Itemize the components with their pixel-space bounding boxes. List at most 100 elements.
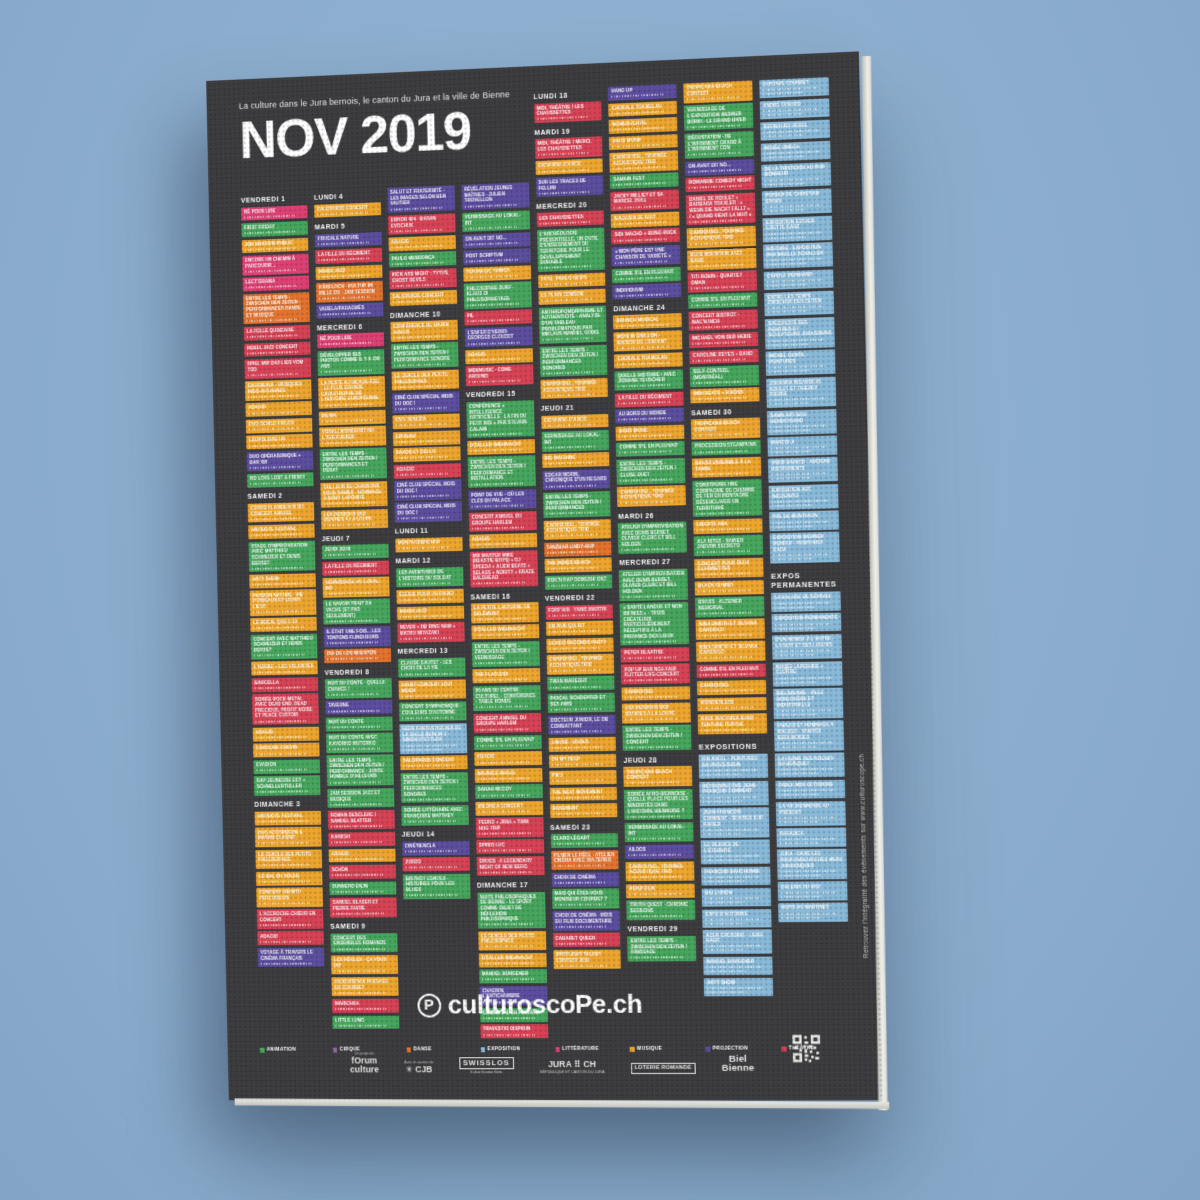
- event-block: TROPICANA BEACH CONTEST: [623, 766, 693, 787]
- event-block: ADAGIO: [468, 533, 537, 549]
- event-title: CARROUSEL, TOURNÉE ACOUSTIQUE TRIO: [620, 487, 675, 501]
- day-header: MERCREDI 13: [397, 647, 449, 656]
- event-title: L'ACCROCHE-CHŒUR EN CONCERT: [259, 911, 316, 923]
- event-title: GALERIE DU ROC: [780, 883, 822, 890]
- event-block: ENTRE LES TEMPS - ZWISCHEN DEN ZEITEN / …: [390, 341, 459, 370]
- event-title: L'ENFER D'HENRI-GEORGES CLOUZOT: [467, 328, 514, 341]
- event-title: LA PETITE LANTERNE DE DELÉMONT: [473, 604, 531, 617]
- event-block: AILDOS: [625, 844, 695, 860]
- event-block: DUO SCHILD FRILOU: [245, 417, 313, 434]
- event-title: SUNNERO ENJN: [332, 883, 368, 889]
- event-title: JEAN-FRANÇOIS COMMENT - ŒUVRES SUR PAPIE…: [703, 809, 764, 827]
- event-block: VOYAGE À TRAVERS LE CINÉMA FRANÇAIS: [257, 947, 325, 968]
- event-title: HAUS MUSIK: [612, 137, 642, 144]
- event-block: NEVER + DB RING NAM + MATRU MIYAZAKI: [396, 621, 465, 643]
- event-block: FILMER LE RÉEL - ATELIER CINÉMA AVEC DIA…: [550, 849, 619, 870]
- event-title: PHILOSOPHIE-SURF - KLAUS DI PHILOSOPHIET…: [466, 284, 515, 303]
- culturoscope-logo: P culturoscoPe.ch: [226, 988, 840, 1022]
- event-title: GUSTAVE COURBET: [762, 80, 809, 88]
- event-title: DIA DE LOS MUERTOS: [326, 650, 377, 657]
- event-title: SCHÖN: [331, 867, 349, 873]
- event-block: CHOIX DE CINÉMA - MOIS DU FILM DOCUMENTA…: [551, 910, 621, 931]
- event-block: ATELIER D'IMPROVISATION AVEC DENIS BERSE…: [619, 568, 689, 601]
- day-header: SAMEDI 16: [470, 593, 511, 602]
- event-title: ENTRE LES TEMPS - ZWISCHEN DEN ZEITEN / …: [625, 727, 682, 745]
- event-block: GUSTAVE COURBET: [759, 77, 830, 99]
- event-block: FABLE MIDI OCTODURE: [775, 779, 846, 800]
- event-block: DÉGUSTATION - DE L'INFINIMENT GRAND À L'…: [684, 130, 755, 159]
- event-title: RÉTROSPECTIVE JEAN-FRANÇOIS COMMENT: [702, 782, 758, 795]
- event-title: MICHAEL VON DER HEIDE: [692, 334, 752, 342]
- event-title: EDGAR MORIN, CHRONIQUE D'UN REGARD: [544, 471, 607, 484]
- event-block: LES DESSOUS DES ŒUVRES À LA LOUPE: [622, 702, 692, 724]
- event-title: NINA DIMITRI ET SILVANA GARGIULO: [698, 620, 757, 633]
- event-title: ENTRE LES TEMPS - ZWISCHEN DEN ZEITEN - …: [245, 294, 301, 318]
- event-block: TRUTH QUEST - CHRONIC SESSIONS: [626, 899, 696, 921]
- event-title: POINT DE VUE - OÙ LES CLÉS DU PALACE: [470, 491, 525, 504]
- event-title: BILINA: [321, 413, 337, 419]
- event-block: LES DESSOUS DES ŒUVRES À LA LOUPE: [320, 508, 388, 530]
- event-title: BISTROT CONTES - HISTOIRES POUR LES BLUE…: [405, 875, 455, 893]
- event-title: BRASS ENSEMBLE À LA TANNE: [695, 459, 751, 472]
- event-block: « MON PÈRE EST UNE CHANSON DE VARIÉTÉ »: [611, 244, 681, 267]
- event-block: CARROUSEL: [621, 685, 691, 701]
- event-title: AILDOS: [628, 847, 647, 853]
- event-block: HERR FANTASTISCHES DE LA SALLE BERLIN 2 …: [399, 723, 467, 754]
- event-block: VIVA VENEZIA: [392, 413, 460, 430]
- event-title: CINÉ CLUB SPÉCIAL MOIS DU DOC !: [396, 481, 456, 494]
- event-title: PASCAL SCHOEPFER ET SES AMIS: [550, 694, 606, 707]
- event-title: SALOPARDS CONCERT: [402, 757, 455, 764]
- event-title: BRASS - ALZEINER MEMORIAL: [698, 598, 742, 611]
- event-block: 50 ANS DU CENTRE CULTUREL - CONFÉRENCE -…: [472, 684, 541, 712]
- legend-item: ANIMATION: [259, 1041, 326, 1052]
- event-block: SALUT ET FRATERNITÉ - LES IMAGES SELON B…: [387, 185, 455, 214]
- event-block: SCHÖN: [328, 864, 396, 880]
- sponsor-biel: Biel Bienne: [721, 1053, 755, 1075]
- event-title: NEVER + DB RING NAM + MATRU MIYAZAKI: [399, 623, 456, 636]
- event-block: SOIRÉE LITTÉRAIRE AVEC FRANÇOISE MATTHEY: [400, 805, 469, 826]
- event-block: COMME S'IL EN PLEUVAIT: [612, 266, 681, 284]
- event-title: MICHEL GENTIL - PEINTURES: [768, 352, 808, 365]
- event-block: RÉVÉLATION JEUNES MAÎTRES - JULIEN TROVE…: [461, 182, 530, 211]
- event-block: TAVERNE: [325, 699, 393, 715]
- event-title: « SANTÉ LANGUE ET NON INFINIES » - TROIS…: [623, 604, 683, 639]
- event-title: TAILLEUR DE CHANSONS POUR DAMES - HOMMAG…: [323, 483, 382, 501]
- day-header: JEUDI 7: [321, 535, 351, 544]
- event-title: CONFÉRENCE « INTELLIGENCE ARTIFICIELLE -…: [468, 403, 527, 432]
- event-block: CLAUDE SAUTET - LES CHOIX DE LA VIE: [397, 657, 466, 678]
- event-block: MARDI JAZZ: [396, 605, 464, 621]
- event-block: PEDRO + JRNA + TWIN HUG TRIP: [475, 817, 544, 838]
- sponsor-name: Biel Bienne: [721, 1053, 755, 1075]
- sponsor-name: SWISSLOS: [458, 1057, 514, 1070]
- column-1: VENDREDI 1 NÉ POUR LIRE FIRST FRIDAY JOB BR…: [241, 191, 326, 1052]
- event-title: LA VIE BIENNOISE AU PRÉSENT: [779, 803, 830, 815]
- event-title: LA FILLE DU RÉGIMENT: [324, 562, 378, 569]
- event-title: TROPICANA BEACH CONTEST: [626, 768, 672, 781]
- event-block: THE NEXT MOVEMENT: [549, 786, 618, 802]
- day-header: LUNDI 4: [313, 193, 344, 202]
- event-title: NUITS PHILOSOPHIQUES DE BIENNE - LE SPOR…: [479, 893, 537, 922]
- event-title: SALOPARDS CONCERT: [316, 204, 369, 212]
- event-title: VERNISSAGE AU LOKAL-INT: [544, 432, 601, 445]
- event-title: LES DESSOUS DES ŒUVRES À LA LOUPE: [625, 704, 676, 717]
- event-title: EXPO D'AUTOMNE: [705, 911, 748, 917]
- event-title: ENTRE LES TEMPS - ZWISCHEN DEN ZEITEN / …: [545, 493, 602, 512]
- event-block: LE CERCLE DES PETITS PHILOSOPHES: [391, 369, 459, 391]
- event-block: LEXICO RECORDS PARTY: [545, 637, 614, 653]
- event-block: KICK ASS NIGHT : TYTUS, GHOST DEVILS: [388, 267, 457, 290]
- event-block: CARROUSEL, TOURNÉE ACOUSTIQUE TRIO: [539, 377, 609, 400]
- event-block: BISTROT CONTES - HISTOIRES POUR LES BLUE…: [402, 873, 471, 900]
- event-title: J-MUSE - DUDES: [551, 739, 589, 746]
- day-header: VENDREDI 1: [240, 196, 286, 205]
- event-block: LE CERCLE DES PETITS PHILOSOPHES: [255, 849, 322, 870]
- event-block: MANUEL BURGENER: [478, 969, 547, 984]
- column-2: LUNDI 4 SALOPARDS CONCERT MARDI 5 FRUGALE N…: [314, 188, 400, 1052]
- sponsor-name: ✳ CJB: [405, 1064, 433, 1075]
- event-title: MAURICE MAGGI: [477, 770, 516, 776]
- event-title: D'ZÄLLER WIEHNACHT: [473, 626, 526, 633]
- event-block: SALOPARDS CONCERT: [389, 289, 457, 307]
- event-block: LES AVENTURES DE L'HISTOIRE DU SOLDAT: [395, 566, 464, 588]
- event-block: ROK'N RAP DOMESHI OKZ: [544, 573, 613, 590]
- sponsor-swisslos: SWISSLOS Kultur Kanton Bern: [458, 1057, 514, 1075]
- event-title: COMME S'IL EN PLEUVAIT: [699, 665, 760, 672]
